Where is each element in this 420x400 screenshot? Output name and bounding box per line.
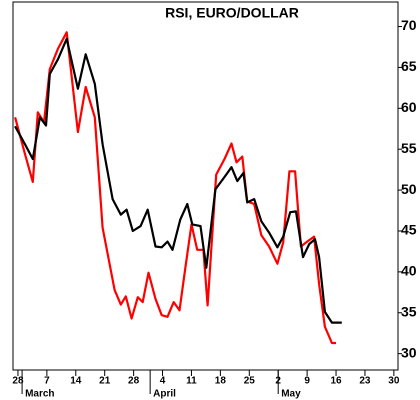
y-tick-label: 50: [401, 181, 417, 197]
chart-title: RSI, EURO/DOLLAR: [165, 5, 299, 21]
x-tick-label: 9: [304, 376, 310, 387]
x-tick-label: 7: [44, 376, 50, 387]
y-tick-label: 35: [401, 303, 417, 319]
y-tick-label: 40: [401, 263, 417, 279]
month-label: April: [153, 389, 176, 400]
y-tick-label: 55: [401, 140, 417, 156]
x-tick-label: 18: [215, 376, 227, 387]
series-line: [14, 37, 342, 324]
x-tick-label: 16: [330, 376, 342, 387]
x-tick-label: 28: [12, 376, 24, 387]
x-tick-label: 14: [70, 376, 82, 387]
y-tick-label: 45: [401, 222, 417, 238]
month-label: March: [25, 389, 54, 400]
y-tick-label: 30: [401, 344, 417, 360]
month-label: May: [281, 389, 301, 400]
x-tick-label: 11: [186, 376, 197, 387]
x-tick-label: 4: [160, 376, 166, 387]
y-tick-label: 60: [401, 99, 417, 115]
plot-frame: [12, 1, 399, 371]
y-tick-label: 70: [401, 17, 417, 33]
x-tick-label: 30: [388, 376, 400, 387]
x-tick-label: 21: [99, 376, 111, 387]
x-tick-label: 23: [359, 376, 371, 387]
x-tick-label: 25: [244, 376, 256, 387]
x-tick-label: 28: [128, 376, 140, 387]
y-tick-label: 65: [401, 58, 417, 74]
series-line: [14, 31, 336, 345]
